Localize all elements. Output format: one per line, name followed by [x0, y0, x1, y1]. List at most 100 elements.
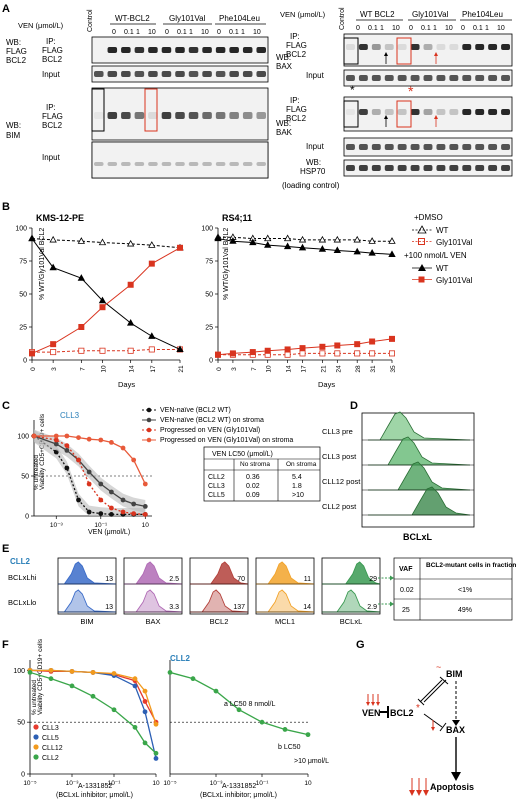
data-point	[264, 241, 272, 248]
data-point	[78, 347, 85, 354]
series-line	[34, 435, 146, 485]
blot-band	[134, 47, 145, 53]
dose-labels-left: 0 0.1 1 10 0 0.1 1 10 0 0.1 1 10	[112, 29, 261, 36]
dose-label: 0.1	[368, 25, 378, 32]
data-point	[109, 505, 114, 511]
data-point	[236, 707, 242, 713]
x-tick-label: 10	[266, 365, 273, 373]
blot-band	[229, 162, 239, 166]
panel-letter-g: G	[356, 639, 365, 651]
blot-band	[346, 165, 355, 171]
data-point	[298, 235, 307, 243]
blot-band	[410, 144, 420, 150]
legend-f-cll3-marker	[33, 724, 39, 730]
tr1-c0: CLL3	[208, 483, 225, 490]
c-ylabel1: Viability CD5+CD19+ cells	[39, 413, 46, 490]
dose-label: 0	[112, 29, 116, 36]
series-line	[31, 238, 181, 350]
x-tick-label: 17	[150, 365, 157, 373]
f-lc50b: b LC50	[278, 744, 301, 751]
e-marker-label: BCL2	[210, 617, 229, 626]
f-ylabel2: % untreated	[31, 680, 38, 715]
blot-band	[148, 162, 158, 166]
y-tick-label: 100	[17, 434, 29, 441]
dose-label: 1	[189, 29, 193, 36]
data-point	[109, 512, 114, 517]
data-point	[53, 433, 59, 439]
blot-band	[242, 162, 253, 166]
e-marker-label: BAX	[145, 617, 160, 626]
y-tick-label: 25	[19, 325, 27, 332]
legend-c-marker	[146, 427, 152, 433]
legend-f-cll5-marker	[33, 734, 39, 740]
y-tick-label: 25	[205, 325, 213, 332]
data-point	[353, 247, 361, 255]
dose-label: 1	[380, 25, 384, 32]
data-point	[142, 481, 148, 487]
y-tick-label: 50	[205, 292, 213, 299]
dose-label: 0.1	[473, 25, 483, 32]
blot-band	[107, 112, 118, 119]
blot-band	[423, 165, 433, 171]
blot-band	[202, 71, 212, 77]
legend-wt-ven-marker	[418, 264, 426, 271]
legend-c-1: VEN-naïve (BCL2 WT) on stroma	[160, 417, 264, 424]
blot-band	[436, 44, 446, 50]
e-frame	[189, 557, 249, 615]
d-histogram	[368, 461, 471, 491]
dose-label: 10	[392, 25, 400, 32]
x-tick-label: 10⁻³	[66, 780, 80, 787]
wb-label-2: WB:	[6, 121, 21, 130]
blot-band	[397, 109, 407, 115]
data-point	[369, 350, 376, 357]
c-cll3: CLL3	[60, 411, 80, 420]
blot-band	[449, 144, 459, 150]
x-tick-label: 10⁻¹	[94, 522, 108, 529]
data-point	[142, 740, 148, 746]
e-value: 13	[105, 576, 113, 583]
input-label-r1: Input	[306, 71, 325, 80]
blot-band	[384, 109, 394, 115]
e-frame	[321, 557, 381, 615]
x-tick-label: 21	[178, 365, 185, 373]
blot-band	[215, 47, 226, 53]
blot-band	[175, 162, 185, 166]
data-point	[148, 260, 155, 267]
dose-label: 0.1	[124, 29, 134, 36]
wb-label-2b: BIM	[6, 131, 21, 140]
legend-c: VEN-naïve (BCL2 WT) VEN-naïve (BCL2 WT) …	[142, 407, 293, 444]
th-on-stroma: On stroma	[286, 461, 317, 468]
data-point	[153, 750, 159, 756]
data-point	[319, 350, 326, 357]
data-point	[127, 347, 134, 354]
blot-band	[436, 75, 446, 81]
blot-band	[475, 165, 485, 171]
blot-band	[397, 144, 407, 150]
blot-band	[449, 75, 459, 81]
blot-band	[449, 44, 459, 50]
dose-label: 10	[445, 25, 453, 32]
blot-band	[358, 165, 368, 171]
blot-band	[397, 165, 407, 171]
x-tick-label: 17	[301, 365, 308, 373]
y-tick-label: 100	[201, 226, 213, 233]
data-point	[148, 346, 155, 353]
dose-label: 0.1	[421, 25, 431, 32]
y-tick-label: 75	[19, 259, 27, 266]
e-histogram	[256, 589, 315, 613]
chart-c: 0 50 100 10⁻³ 10⁻¹ 10	[17, 420, 152, 529]
blot-band	[256, 162, 266, 166]
blot-band	[148, 71, 158, 77]
data-point	[120, 509, 126, 515]
x-tick-label: 10⁻³	[210, 780, 224, 787]
blot-band	[215, 162, 226, 166]
y-tick-label: 50	[17, 720, 25, 727]
blot-band	[346, 44, 355, 50]
dose-label: 1	[485, 25, 489, 32]
blot-band	[107, 71, 118, 77]
legend-f-cll2-marker	[33, 754, 39, 760]
chart-b2-title: RS4;11	[222, 213, 252, 223]
f-cll2: CLL2	[170, 654, 191, 663]
blot-band	[410, 109, 420, 115]
blot-band	[462, 109, 472, 115]
